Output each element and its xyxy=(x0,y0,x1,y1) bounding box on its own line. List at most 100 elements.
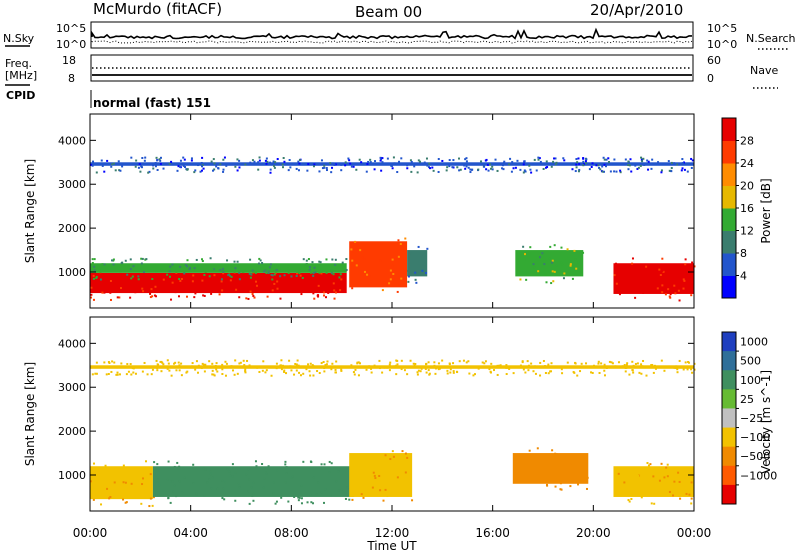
power-speckle xyxy=(668,169,671,172)
velocity-speckle xyxy=(521,361,524,364)
velocity-speckle xyxy=(90,480,93,483)
power-speckle xyxy=(141,270,144,273)
velocity-speckle xyxy=(110,370,113,373)
velocity-speckle xyxy=(591,371,594,374)
power-speckle xyxy=(639,164,642,167)
velocity-speckle xyxy=(404,452,407,455)
velocity-speckle xyxy=(178,369,181,372)
power-speckle xyxy=(193,296,196,299)
power-speckle xyxy=(190,157,193,160)
velocity-speckle xyxy=(690,502,693,505)
velocity-speckle xyxy=(564,457,567,460)
power-speckle xyxy=(349,162,352,165)
power-speckle xyxy=(218,293,221,296)
power-speckle xyxy=(188,266,191,269)
power-speckle xyxy=(116,296,119,299)
power-speckle xyxy=(95,276,98,279)
velocity-speckle xyxy=(98,477,101,480)
velocity-speckle xyxy=(636,362,639,365)
velocity-speckle xyxy=(347,486,350,489)
power-speckle xyxy=(202,282,205,285)
velocity-colorbar-tick-label: 1000 xyxy=(740,336,768,349)
power-speckle xyxy=(223,284,226,287)
velocity-speckle xyxy=(152,496,155,499)
velocity-speckle xyxy=(256,366,259,369)
power-speckle xyxy=(642,291,645,294)
power-speckle xyxy=(327,291,330,294)
power-speckle xyxy=(152,167,155,170)
velocity-speckle xyxy=(660,359,663,362)
freq-panel: Freq. [MHz] 18 8 60 0 Nave xyxy=(5,54,778,89)
power-speckle xyxy=(124,259,127,262)
power-speckle xyxy=(619,169,622,172)
power-speckle xyxy=(200,169,203,172)
power-speckle xyxy=(276,280,279,283)
velocity-speckle xyxy=(374,477,377,480)
velocity-speckle xyxy=(156,463,159,466)
power-speckle xyxy=(273,273,276,276)
velocity-speckle xyxy=(153,461,156,464)
velocity-speckle xyxy=(631,369,634,372)
velocity-speckle xyxy=(566,466,569,469)
power-speckle xyxy=(248,272,251,275)
power-speckle xyxy=(249,276,252,279)
velocity-speckle xyxy=(570,461,573,464)
velocity-speckle xyxy=(127,370,130,373)
velocity-speckle xyxy=(462,359,465,362)
velocity-speckle xyxy=(381,371,384,374)
power-speckle xyxy=(420,254,423,257)
power-speckle xyxy=(379,259,382,262)
power-speckle xyxy=(91,261,94,264)
power-speckle xyxy=(509,157,512,160)
power-speckle xyxy=(155,295,158,298)
power-speckle xyxy=(284,278,287,281)
power-speckle xyxy=(555,161,558,164)
power-speckle xyxy=(253,296,256,299)
power-speckle xyxy=(431,166,434,169)
velocity-speckle xyxy=(688,493,691,496)
velocity-speckle xyxy=(320,463,323,466)
velocity-speckle xyxy=(647,464,650,467)
velocity-speckle xyxy=(178,465,181,468)
power-speckle xyxy=(640,156,643,159)
velocity-speckle xyxy=(173,465,176,468)
velocity-speckle xyxy=(231,463,234,466)
power-speckle xyxy=(162,167,165,170)
power-speckle xyxy=(193,171,196,174)
power-speckle xyxy=(379,159,382,162)
power-speckle xyxy=(325,258,328,261)
power-speckle xyxy=(194,269,197,272)
power-speckle xyxy=(359,249,362,252)
power-speckle xyxy=(465,165,468,168)
velocity-speckle xyxy=(224,481,227,484)
velocity-speckle xyxy=(252,499,255,502)
power-speckle xyxy=(684,258,687,261)
velocity-speckle xyxy=(490,362,493,365)
power-speckle xyxy=(140,257,143,260)
power-speckle xyxy=(650,167,653,170)
velocity-speckle xyxy=(498,364,501,367)
velocity-speckle xyxy=(597,362,600,365)
velocity-speckle xyxy=(641,365,644,368)
velocity-speckle xyxy=(280,496,283,499)
power-speckle xyxy=(148,170,151,173)
power-speckle xyxy=(531,263,534,266)
velocity-speckle xyxy=(155,359,158,362)
power-speckle xyxy=(673,284,676,287)
power-speckle xyxy=(691,159,694,162)
velocity-speckle xyxy=(446,369,449,372)
power-speckle xyxy=(249,290,252,293)
power-speckle xyxy=(184,264,187,267)
power-speckle xyxy=(550,165,553,168)
velocity-speckle xyxy=(245,473,248,476)
power-speckle xyxy=(186,259,189,262)
velocity-speckle xyxy=(638,371,641,374)
power-speckle xyxy=(258,257,261,260)
velocity-speckle xyxy=(331,362,334,365)
power-speckle xyxy=(121,165,124,168)
velocity-speckle xyxy=(496,364,499,367)
power-speckle xyxy=(95,171,98,174)
power-speckle xyxy=(352,165,355,168)
velocity-speckle xyxy=(640,496,643,499)
velocity-speckle xyxy=(528,449,531,452)
